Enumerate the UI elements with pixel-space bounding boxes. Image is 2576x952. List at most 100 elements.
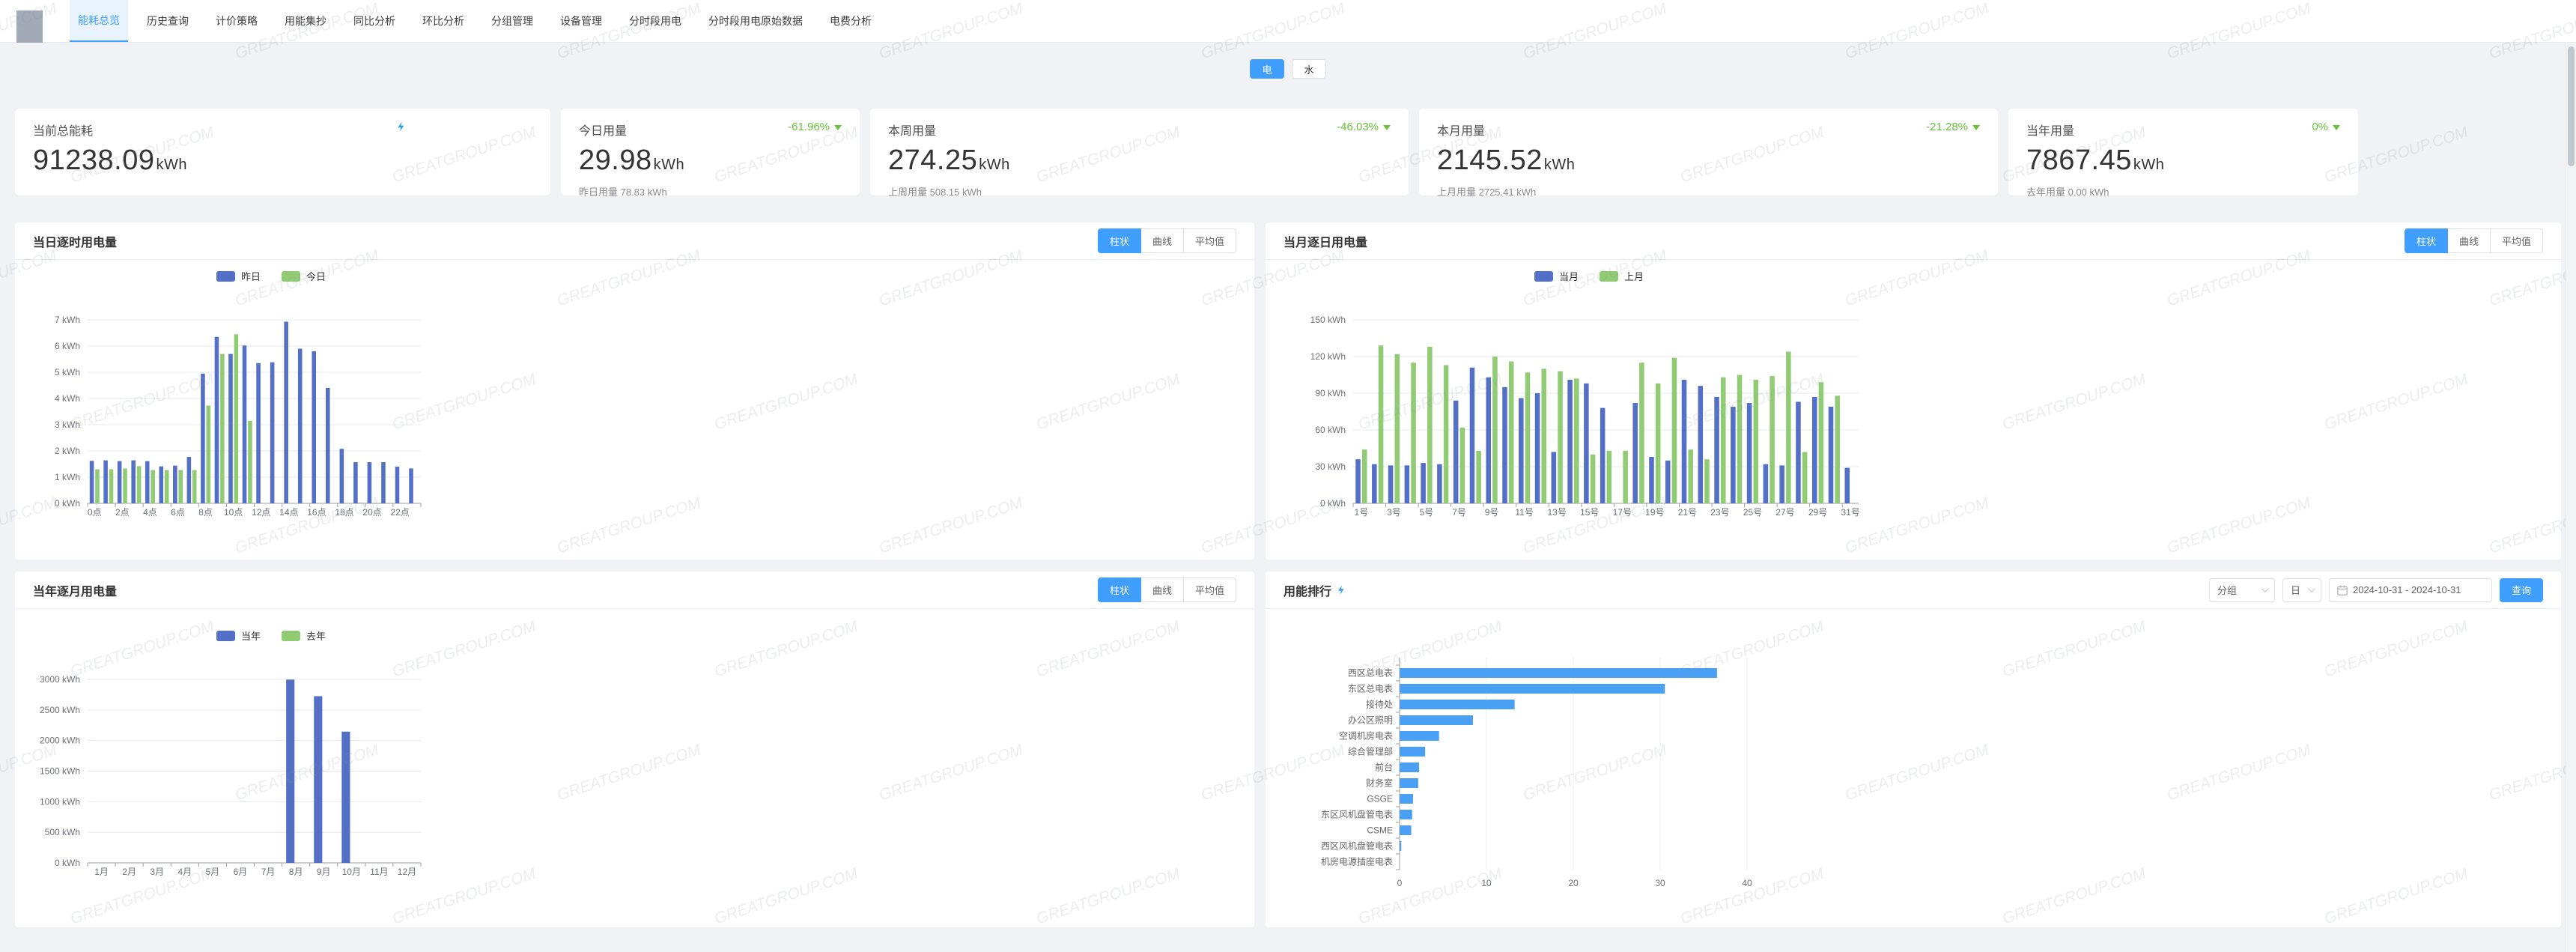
legend-item[interactable]: 昨日 (216, 269, 261, 283)
svg-text:0: 0 (1397, 878, 1403, 888)
nav-logo-placeholder (16, 10, 43, 43)
stat-card-current-total-energy: 当前总能耗 91238.09 kWh (15, 109, 550, 195)
chart-mode-line-button[interactable]: 曲线 (2446, 228, 2491, 253)
tab-device-management[interactable]: 设备管理 (560, 15, 602, 27)
stat-value: 91238.09 kWh (33, 145, 187, 176)
svg-text:5月: 5月 (206, 867, 220, 877)
svg-text:23号: 23号 (1710, 507, 1729, 518)
nav-tabs: 能耗总览 历史查询 计价策略 用能集抄 同比分析 环比分析 分组管理 设备管理 分时段用电 分时段… (70, 0, 890, 42)
svg-text:13号: 13号 (1547, 507, 1566, 518)
svg-text:2000 kWh: 2000 kWh (40, 736, 80, 746)
svg-text:4月: 4月 (177, 867, 192, 877)
legend-swatch (1600, 270, 1618, 282)
svg-text:0点: 0点 (88, 507, 102, 518)
triangle-down-icon (1972, 125, 1980, 130)
chart-mode-line-button[interactable]: 曲线 (1140, 228, 1184, 253)
tab-mom-analysis[interactable]: 环比分析 (422, 15, 464, 27)
ranking-period-select-value: 日 (2290, 585, 2300, 596)
legend-swatch (216, 630, 235, 641)
svg-text:4 kWh: 4 kWh (55, 393, 80, 404)
stat-unit: kWh (979, 157, 1010, 173)
legend-label: 去年 (306, 631, 326, 642)
stat-unit: kWh (1543, 157, 1576, 173)
tab-pricing-strategy[interactable]: 计价策略 (216, 15, 258, 27)
svg-text:3000 kWh: 3000 kWh (40, 674, 80, 685)
svg-text:18点: 18点 (335, 507, 353, 518)
tab-tou-electricity[interactable]: 分时段用电 (629, 15, 681, 27)
energy-type-toggle: 电 水 (15, 59, 2561, 79)
stat-label: 当年用量 (2026, 125, 2075, 138)
legend-item[interactable]: 今日 (282, 269, 326, 283)
svg-text:1月: 1月 (94, 867, 109, 877)
svg-text:0 kWh: 0 kWh (55, 858, 80, 868)
stat-value: 29.98 kWh (579, 145, 685, 176)
chart-mode-bar-button[interactable]: 柱状 (2404, 228, 2448, 253)
scrollbar-track[interactable] (2566, 43, 2576, 952)
tab-tou-raw-data[interactable]: 分时段用电原始数据 (708, 15, 803, 27)
stat-value: 274.25 kWh (888, 145, 1010, 176)
chart-mode-average-button[interactable]: 平均值 (1182, 577, 1236, 602)
energy-type-water-button[interactable]: 水 (1292, 59, 1326, 79)
tab-electricity-fee-analysis[interactable]: 电费分析 (830, 15, 872, 27)
svg-text:办公区照明: 办公区照明 (1348, 715, 1393, 726)
svg-text:2 kWh: 2 kWh (55, 446, 80, 456)
monthly-usage-chart: 0 kWh 500 kWh 1000 kWh 1500 kWh 2000 kWh 2500… (40, 674, 422, 877)
chart-legend: 当月 上月 (1275, 269, 1904, 283)
svg-text:2点: 2点 (115, 507, 130, 518)
calendar-icon (2337, 585, 2348, 595)
svg-text:西区总电表: 西区总电表 (1348, 668, 1393, 679)
ranking-date-range-input[interactable]: 2024-10-31 - 2024-10-31 (2328, 577, 2492, 602)
svg-text:空调机房电表: 空调机房电表 (1339, 730, 1393, 742)
svg-text:120 kWh: 120 kWh (1310, 351, 1346, 362)
svg-text:3号: 3号 (1387, 507, 1401, 518)
panel-energy-ranking: 用能排行 分组 日 (1266, 571, 2561, 927)
chart-mode-average-button[interactable]: 平均值 (2489, 228, 2543, 253)
svg-text:3 kWh: 3 kWh (55, 419, 80, 430)
chart-mode-average-button[interactable]: 平均值 (1182, 228, 1236, 253)
tab-history-query[interactable]: 历史查询 (147, 15, 189, 27)
legend-item[interactable]: 当年 (216, 628, 261, 643)
stat-sub-value: 昨日用量 78.83 kWh (579, 187, 667, 198)
legend-label: 今日 (306, 271, 326, 282)
svg-text:1000 kWh: 1000 kWh (40, 796, 80, 807)
chart-mode-buttons: 柱状 曲线 平均值 (1097, 228, 1236, 253)
change-percent: -21.28% (1926, 121, 1980, 133)
energy-type-electric-button[interactable]: 电 (1250, 59, 1284, 79)
svg-text:8月: 8月 (289, 867, 303, 877)
svg-text:12月: 12月 (398, 867, 416, 877)
svg-text:14点: 14点 (279, 507, 298, 518)
stat-unit: kWh (653, 157, 685, 173)
legend-item[interactable]: 当月 (1534, 269, 1579, 283)
tab-energy-meter-reading[interactable]: 用能集抄 (285, 15, 326, 27)
stat-card-week-usage: 本周用量 -46.03% 274.25 kWh 上周用量 508.15 kWh (870, 109, 1409, 198)
svg-text:20: 20 (1568, 878, 1579, 888)
svg-text:财务室: 财务室 (1366, 777, 1393, 789)
chart-mode-buttons: 柱状 曲线 平均值 (2404, 228, 2543, 253)
legend-item[interactable]: 上月 (1600, 269, 1644, 283)
hourly-usage-chart: 0 kWh 1 kWh 2 kWh 3 kWh 4 kWh 5 kWh 6 kWh 7 kWh… (55, 315, 422, 518)
lightning-icon (395, 119, 407, 138)
svg-text:29号: 29号 (1808, 507, 1827, 518)
legend-item[interactable]: 去年 (282, 628, 326, 643)
svg-text:22点: 22点 (391, 507, 410, 518)
ranking-group-select[interactable]: 分组 (2208, 577, 2275, 602)
tab-energy-overview[interactable]: 能耗总览 (70, 0, 128, 42)
scrollbar-thumb[interactable] (2568, 46, 2575, 166)
stat-card-year-usage: 当年用量 0% 7867.45 kWh 去年用量 0.00 kWh (2008, 109, 2358, 198)
panel-monthly-usage: 当年逐月用电量 柱状 曲线 平均值 当年 去年 0 kWh 500 kWh 1000 kW… (15, 571, 1254, 927)
tab-group-management[interactable]: 分组管理 (491, 15, 533, 27)
panel-hourly-title: 当日逐时用电量 (33, 236, 118, 249)
svg-text:10月: 10月 (342, 867, 361, 877)
ranking-period-select[interactable]: 日 (2282, 577, 2321, 602)
svg-text:1500 kWh: 1500 kWh (40, 766, 80, 777)
svg-text:20点: 20点 (362, 507, 381, 518)
tab-yoy-analysis[interactable]: 同比分析 (353, 15, 395, 27)
svg-text:10: 10 (1481, 878, 1492, 888)
legend-label: 当年 (240, 631, 261, 642)
ranking-query-button[interactable]: 查询 (2499, 577, 2543, 602)
chart-mode-bar-button[interactable]: 柱状 (1097, 577, 1141, 602)
svg-text:17号: 17号 (1613, 507, 1632, 518)
triangle-down-icon (834, 125, 842, 130)
chart-mode-bar-button[interactable]: 柱状 (1097, 228, 1141, 253)
chart-mode-line-button[interactable]: 曲线 (1140, 577, 1184, 602)
